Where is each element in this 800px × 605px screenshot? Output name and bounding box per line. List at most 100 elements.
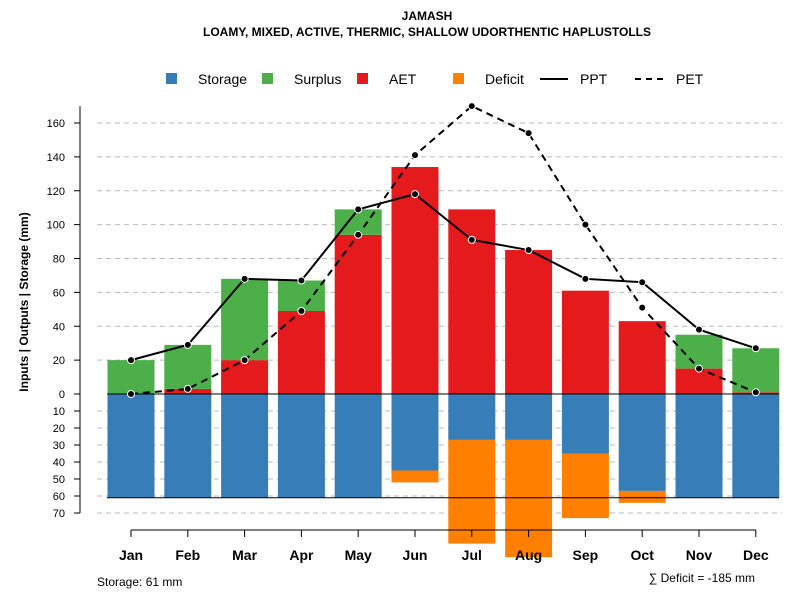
pet-point xyxy=(297,307,306,316)
y-tick-label: 50 xyxy=(53,474,65,486)
x-axis: Jan Feb Mar Apr May Jun Jul Aug Sep Oct Nov Dec xyxy=(119,529,769,563)
legend-aet-label: AET xyxy=(389,71,417,87)
ppt-point xyxy=(183,340,192,349)
y-tick-label: 0 xyxy=(59,389,65,401)
storage-bar xyxy=(675,394,723,498)
legend-aet-swatch xyxy=(357,73,368,84)
series-lines xyxy=(127,102,760,398)
aet-bar xyxy=(221,360,269,394)
legend-storage-label: Storage xyxy=(198,71,247,87)
legend-surplus-swatch xyxy=(262,73,273,84)
deficit-note: ∑ Deficit = -185 mm xyxy=(649,571,755,585)
surplus-bar xyxy=(164,344,212,389)
aet-bar xyxy=(675,368,723,394)
aet-bar xyxy=(505,250,553,394)
pet-point xyxy=(524,129,533,138)
deficit-bar xyxy=(561,453,609,519)
aet-bar xyxy=(391,167,439,394)
aet-bar xyxy=(277,311,325,394)
deficit-bar xyxy=(391,470,439,483)
legend-surplus-label: Surplus xyxy=(294,71,341,87)
ppt-point xyxy=(354,205,363,214)
pet-point xyxy=(411,151,419,160)
legend-ppt-label: PPT xyxy=(580,71,608,87)
storage-bar xyxy=(107,394,155,498)
y-tick-label: 40 xyxy=(53,457,65,469)
deficit-bar xyxy=(505,439,553,558)
x-tick-label: May xyxy=(345,547,372,563)
deficit-bar xyxy=(618,490,666,503)
ppt-point xyxy=(240,274,249,283)
storage-bar xyxy=(164,394,212,498)
y-tick-label: 70 xyxy=(53,508,65,520)
x-tick-label: Apr xyxy=(289,547,314,563)
storage-bar xyxy=(618,394,666,491)
y-tick-label: 60 xyxy=(53,491,65,503)
storage-bar xyxy=(277,394,325,498)
x-tick-label: Jul xyxy=(462,547,482,563)
pet-point xyxy=(638,303,647,312)
storage-bar xyxy=(505,394,553,440)
x-tick-label: Nov xyxy=(686,547,713,563)
aet-bar xyxy=(561,290,609,394)
y-tick-label: 40 xyxy=(53,321,65,333)
storage-bar xyxy=(391,394,439,471)
y-axis: 0 20 40 60 80 100 120 140 160 10 20 30 40 50 60 70 xyxy=(47,106,81,520)
x-tick-label: Aug xyxy=(515,547,542,563)
x-tick-label: Oct xyxy=(631,547,655,563)
y-tick-label: 100 xyxy=(47,220,65,232)
pet-point xyxy=(581,220,590,229)
x-tick-label: Jan xyxy=(119,547,143,563)
y-tick-label: 140 xyxy=(47,152,65,164)
y-tick-label: 20 xyxy=(53,355,65,367)
y-tick-label: 60 xyxy=(53,287,65,299)
x-tick-label: Jun xyxy=(403,547,428,563)
x-tick-label: Feb xyxy=(175,547,200,563)
storage-bar xyxy=(448,394,496,440)
y-tick-label: 10 xyxy=(53,406,65,418)
ppt-point xyxy=(127,356,135,365)
aet-bar xyxy=(618,321,666,394)
y-axis-label: Inputs | Outputs | Storage (mm) xyxy=(17,212,31,391)
pet-point xyxy=(467,102,476,111)
ppt-point xyxy=(467,235,476,244)
legend: Storage Surplus AET Deficit PPT PET xyxy=(166,71,704,87)
ppt-point xyxy=(411,190,419,199)
ppt-point xyxy=(638,278,647,287)
ppt-point xyxy=(751,344,760,353)
surplus-bar xyxy=(732,348,780,393)
surplus-bar xyxy=(221,278,269,361)
y-tick-label: 20 xyxy=(53,423,65,435)
bars xyxy=(107,167,780,558)
pet-line xyxy=(130,104,757,395)
ppt-point xyxy=(524,246,533,255)
ppt-point xyxy=(695,325,703,334)
storage-bar xyxy=(221,394,269,498)
pet-point xyxy=(354,230,363,239)
legend-deficit-swatch xyxy=(453,73,464,84)
pet-point xyxy=(127,390,135,398)
surplus-bar xyxy=(277,280,325,312)
pet-point xyxy=(183,384,192,393)
pet-point xyxy=(240,356,249,365)
x-tick-label: Dec xyxy=(743,547,769,563)
chart-title: JAMASH xyxy=(402,9,453,23)
storage-note: Storage: 61 mm xyxy=(97,575,182,589)
pet-point xyxy=(751,388,760,397)
ppt-point xyxy=(297,276,306,285)
ppt-line xyxy=(130,193,757,362)
chart-subtitle: LOAMY, MIXED, ACTIVE, THERMIC, SHALLOW U… xyxy=(203,25,651,39)
aet-bar xyxy=(334,234,382,394)
x-tick-label: Sep xyxy=(573,547,599,563)
storage-bar xyxy=(334,394,382,498)
legend-storage-swatch xyxy=(166,73,177,84)
x-tick-label: Mar xyxy=(232,547,257,563)
surplus-bar xyxy=(107,360,155,394)
storage-bar xyxy=(732,394,780,498)
legend-deficit-label: Deficit xyxy=(485,71,524,87)
y-tick-label: 30 xyxy=(53,440,65,452)
y-tick-label: 160 xyxy=(47,118,65,130)
y-tick-label: 120 xyxy=(47,186,65,198)
pet-point xyxy=(695,364,703,373)
